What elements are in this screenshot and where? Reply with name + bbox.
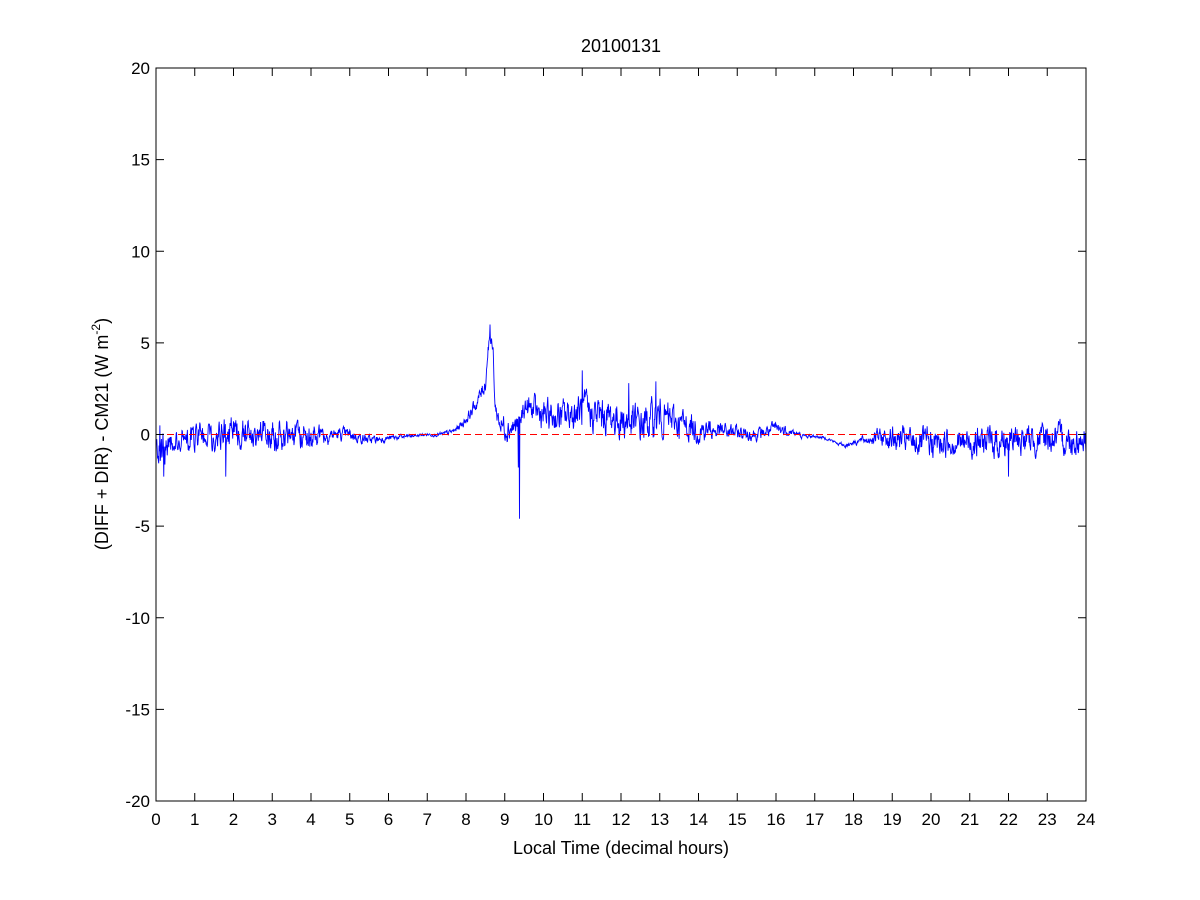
x-tick-label: 7 <box>423 810 432 829</box>
tick-layer: 0 1 2 3 4 5 6 7 8 9 10 11 12 13 14 15 16 17 18 19 20 21 22 23 24… <box>125 59 1095 829</box>
x-tick-label: 19 <box>883 810 902 829</box>
x-tick-label: 13 <box>650 810 669 829</box>
x-tick-label: 15 <box>728 810 747 829</box>
x-tick-label: 18 <box>844 810 863 829</box>
y-tick-label: 0 <box>141 426 150 445</box>
x-tick-label: 21 <box>960 810 979 829</box>
x-tick-label: 14 <box>689 810 708 829</box>
x-tick-label: 17 <box>805 810 824 829</box>
y-axis-label-tail: ) <box>92 318 112 324</box>
y-axis-label: (DIFF + DIR) - CM21 (W m-2) <box>89 318 112 550</box>
y-tick-label: -20 <box>125 792 150 811</box>
x-axis-label: Local Time (decimal hours) <box>513 838 729 858</box>
x-tick-label: 12 <box>612 810 631 829</box>
series-layer <box>155 324 1087 519</box>
y-tick-label: 20 <box>131 59 150 78</box>
y-axis-label-main: (DIFF + DIR) - CM21 (W m <box>92 335 112 550</box>
y-axis-label-superscript: -2 <box>89 324 103 335</box>
x-tick-label: 5 <box>345 810 354 829</box>
x-tick-label: 2 <box>229 810 238 829</box>
x-tick-label: 24 <box>1077 810 1096 829</box>
x-tick-label: 4 <box>306 810 315 829</box>
y-tick-label: 15 <box>131 151 150 170</box>
series-line-blue <box>155 324 1087 519</box>
y-tick-label: 10 <box>131 242 150 261</box>
y-tick-label: -5 <box>135 517 150 536</box>
x-tick-label: 1 <box>190 810 199 829</box>
x-tick-label: 23 <box>1038 810 1057 829</box>
y-tick-label: -15 <box>125 700 150 719</box>
y-tick-label: 5 <box>141 334 150 353</box>
y-tick-label: -10 <box>125 609 150 628</box>
x-tick-label: 8 <box>461 810 470 829</box>
x-tick-label: 16 <box>767 810 786 829</box>
x-tick-label: 10 <box>534 810 553 829</box>
x-tick-label: 11 <box>573 810 591 829</box>
x-tick-label: 0 <box>151 810 160 829</box>
x-tick-label: 3 <box>268 810 277 829</box>
x-tick-label: 20 <box>922 810 941 829</box>
chart-title: 20100131 <box>581 36 661 56</box>
x-tick-label: 9 <box>500 810 509 829</box>
x-tick-label: 22 <box>999 810 1018 829</box>
x-tick-label: 6 <box>384 810 393 829</box>
